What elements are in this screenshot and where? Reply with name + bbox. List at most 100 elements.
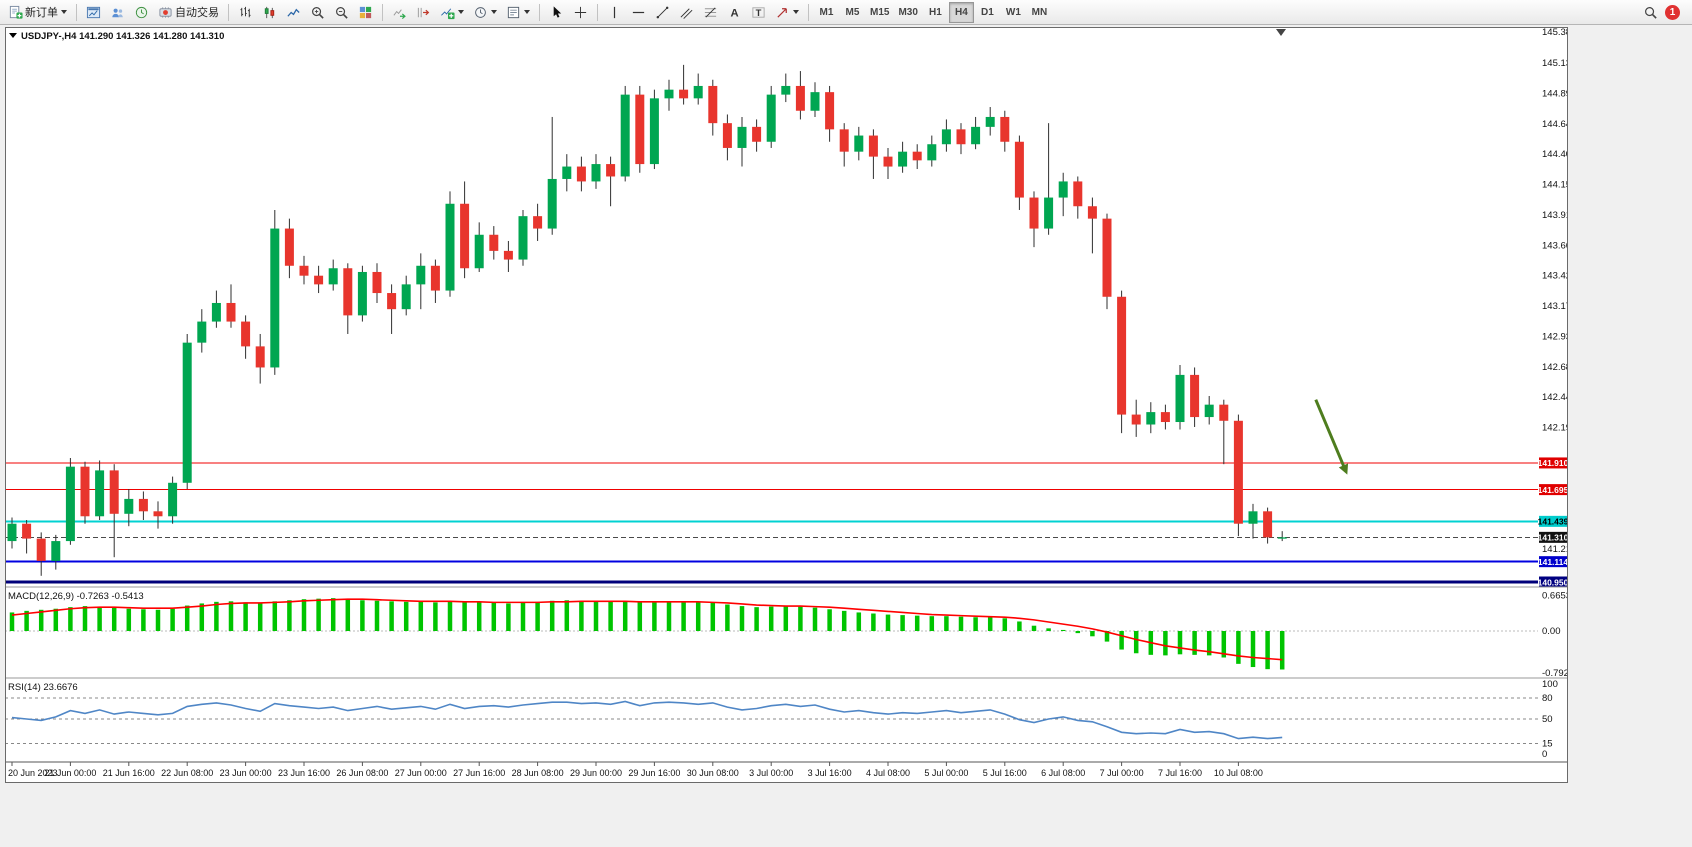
zoom-in-button[interactable] xyxy=(306,2,329,23)
horizontal-line-icon xyxy=(631,5,646,20)
bar-chart-icon xyxy=(238,5,253,20)
svg-text:141.439: 141.439 xyxy=(1538,517,1568,527)
chevron-down-icon xyxy=(524,10,530,14)
price-chart[interactable]: 145.385 145.135 144.890 144.645 144.400 144.1… xyxy=(5,27,1568,783)
profiles-button[interactable] xyxy=(106,2,129,23)
svg-text:27 Jun 16:00: 27 Jun 16:00 xyxy=(453,768,505,778)
svg-text:142.930: 142.930 xyxy=(1542,331,1568,342)
price-axis: 145.385 145.135 144.890 144.645 144.400 144.1… xyxy=(1538,27,1568,588)
tile-windows-icon xyxy=(358,5,373,20)
crosshair-icon xyxy=(573,5,588,20)
chart-window[interactable]: 145.385 145.135 144.890 144.645 144.400 144.1… xyxy=(5,27,1568,783)
separator xyxy=(228,3,229,21)
chart-window-icon xyxy=(86,5,101,20)
horizontal-line-button[interactable] xyxy=(627,2,650,23)
new-order-button[interactable]: 新订单 xyxy=(4,2,71,23)
timeframe-group: M1 M5 M15 M30 H1 H4 D1 W1 MN xyxy=(814,1,1052,23)
bar-chart-button[interactable] xyxy=(234,2,257,23)
svg-text:15: 15 xyxy=(1542,739,1553,750)
svg-text:140.950: 140.950 xyxy=(1538,577,1568,587)
toolbar: 新订单 自动交易 A T xyxy=(0,0,1692,25)
arrow-annotation xyxy=(1314,399,1349,475)
crosshair-button[interactable] xyxy=(569,2,592,23)
templates-icon xyxy=(506,5,521,20)
vertical-line-icon xyxy=(607,5,622,20)
hlines-layer xyxy=(5,462,1538,584)
svg-text:28 Jun 08:00: 28 Jun 08:00 xyxy=(512,768,564,778)
chart-shift-button[interactable] xyxy=(412,2,435,23)
auto-trading-button[interactable]: 自动交易 xyxy=(154,2,223,23)
svg-text:23 Jun 16:00: 23 Jun 16:00 xyxy=(278,768,330,778)
timeframe-mn-button[interactable]: MN xyxy=(1027,2,1052,23)
vertical-line-button[interactable] xyxy=(603,2,626,23)
charts-button[interactable] xyxy=(82,2,105,23)
arrows-icon xyxy=(775,5,790,20)
svg-text:3 Jul 00:00: 3 Jul 00:00 xyxy=(749,768,793,778)
auto-trading-label: 自动交易 xyxy=(175,7,219,19)
text-label-button[interactable]: T xyxy=(747,2,770,23)
svg-text:141.695: 141.695 xyxy=(1538,485,1568,495)
cursor-button[interactable] xyxy=(545,2,568,23)
candlestick-chart-button[interactable] xyxy=(258,2,281,23)
line-chart-button[interactable] xyxy=(282,2,305,23)
svg-text:0: 0 xyxy=(1542,749,1547,760)
svg-text:144.155: 144.155 xyxy=(1542,180,1568,191)
svg-text:23 Jun 00:00: 23 Jun 00:00 xyxy=(220,768,272,778)
macd-pane: MACD(12,26,9) -0.7263 -0.5413 0.6653 0.00 -… xyxy=(5,591,1568,679)
text-button[interactable]: A xyxy=(723,2,746,23)
fibonacci-icon xyxy=(703,5,718,20)
timeframe-m30-button[interactable]: M30 xyxy=(894,2,921,23)
zoom-out-button[interactable] xyxy=(330,2,353,23)
chart-shift-marker xyxy=(1276,29,1286,36)
indicators-button[interactable] xyxy=(436,2,468,23)
timeframe-d1-button[interactable]: D1 xyxy=(975,2,1000,23)
svg-text:A: A xyxy=(730,7,738,19)
profiles-icon xyxy=(110,5,125,20)
channel-icon xyxy=(679,5,694,20)
new-order-icon xyxy=(8,5,23,20)
svg-text:30 Jun 08:00: 30 Jun 08:00 xyxy=(687,768,739,778)
svg-text:141.215: 141.215 xyxy=(1542,544,1568,555)
trendline-icon xyxy=(655,5,670,20)
notification-badge[interactable]: 1 xyxy=(1665,4,1680,20)
channel-button[interactable] xyxy=(675,2,698,23)
svg-text:144.645: 144.645 xyxy=(1542,119,1568,130)
svg-text:20 Jun 2023: 20 Jun 2023 xyxy=(8,768,58,778)
timeframe-h4-button[interactable]: H4 xyxy=(948,1,974,23)
svg-text:3 Jul 16:00: 3 Jul 16:00 xyxy=(808,768,852,778)
text-label-icon: T xyxy=(751,5,766,20)
templates-button[interactable] xyxy=(502,2,534,23)
symbol-title: USDJPY-,H4 141.290 141.326 141.280 141.3… xyxy=(9,31,224,42)
tile-windows-button[interactable] xyxy=(354,2,377,23)
svg-text:27 Jun 00:00: 27 Jun 00:00 xyxy=(395,768,447,778)
fibonacci-button[interactable] xyxy=(699,2,722,23)
search-button[interactable] xyxy=(1639,2,1662,23)
svg-text:143.665: 143.665 xyxy=(1542,240,1568,251)
auto-scroll-button[interactable] xyxy=(388,2,411,23)
periods-button[interactable] xyxy=(469,2,501,23)
rsi-pane: RSI(14) 23.6676 100 80 50 150 xyxy=(5,679,1558,760)
timeframe-m1-button[interactable]: M1 xyxy=(814,2,839,23)
history-center-button[interactable] xyxy=(130,2,153,23)
timeframe-h1-button[interactable]: H1 xyxy=(923,2,948,23)
chevron-down-icon xyxy=(61,10,67,14)
timeframe-m15-button[interactable]: M15 xyxy=(866,2,893,23)
svg-text:100: 100 xyxy=(1542,679,1558,690)
timeframe-w1-button[interactable]: W1 xyxy=(1001,2,1026,23)
svg-text:141.310: 141.310 xyxy=(1538,533,1568,543)
line-chart-icon xyxy=(286,5,301,20)
history-center-icon xyxy=(134,5,149,20)
auto-trading-icon xyxy=(158,5,173,20)
svg-text:26 Jun 08:00: 26 Jun 08:00 xyxy=(336,768,388,778)
candles-layer xyxy=(7,64,1287,576)
cursor-icon xyxy=(549,5,564,20)
svg-text:5 Jul 16:00: 5 Jul 16:00 xyxy=(983,768,1027,778)
trendline-button[interactable] xyxy=(651,2,674,23)
separator xyxy=(539,3,540,21)
svg-text:21 Jun 00:00: 21 Jun 00:00 xyxy=(44,768,96,778)
candlestick-icon xyxy=(262,5,277,20)
chevron-down-icon xyxy=(793,10,799,14)
arrows-button[interactable] xyxy=(771,2,803,23)
timeframe-m5-button[interactable]: M5 xyxy=(840,2,865,23)
